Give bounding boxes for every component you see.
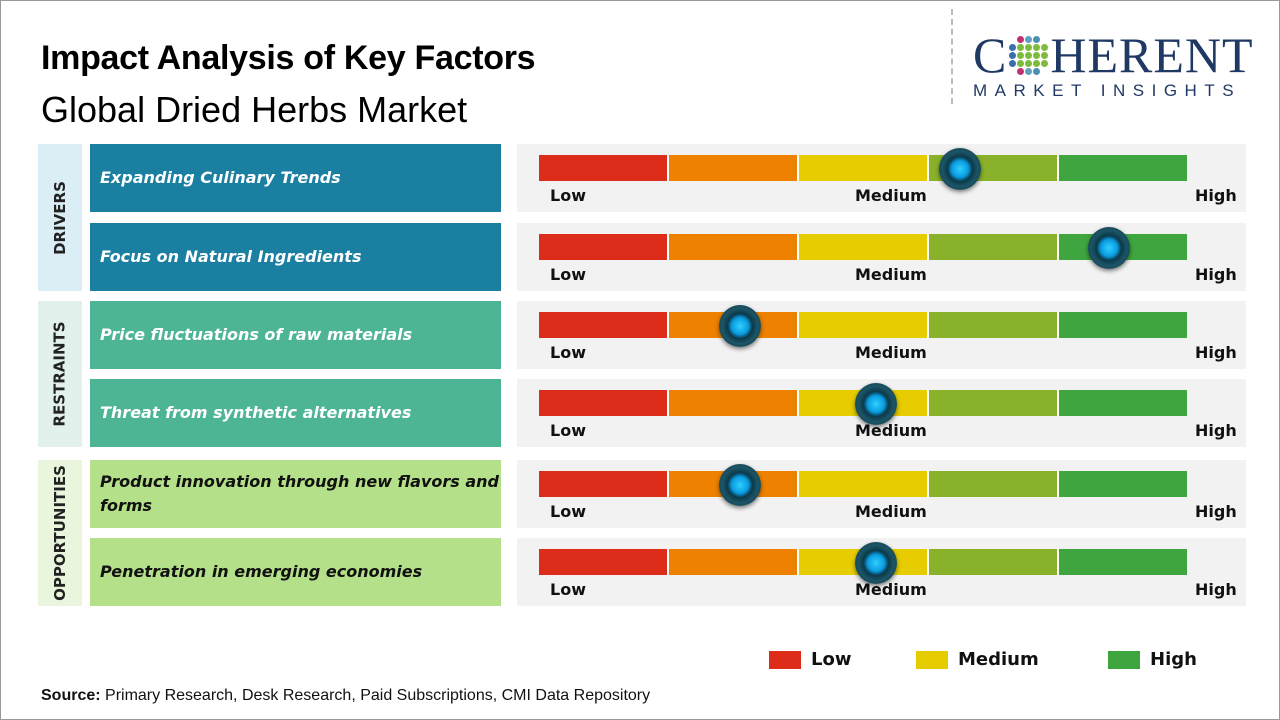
category-label-restraints: RESTRAINTS	[38, 301, 82, 447]
impact-gauge: Low Medium High	[517, 538, 1246, 606]
impact-level-marker	[718, 305, 761, 347]
gauge-segment	[669, 155, 799, 181]
gauge-bar	[539, 390, 1187, 416]
impact-gauge: Low Medium High	[517, 379, 1246, 447]
high-label: High	[1195, 265, 1237, 284]
legend-swatch	[916, 650, 948, 669]
impact-gauge: Low Medium High	[517, 144, 1246, 212]
gauge-segment	[799, 155, 929, 181]
medium-label: Medium	[855, 421, 927, 440]
impact-level-marker	[718, 464, 761, 506]
high-label: High	[1195, 343, 1237, 362]
factor-label: Price fluctuations of raw materials	[90, 301, 501, 369]
medium-label: Medium	[855, 186, 927, 205]
gauge-segment	[539, 155, 669, 181]
company-logo: C HERENT MARKET INSIGHTS	[951, 9, 1271, 104]
gauge-segment	[669, 549, 799, 575]
factor-label: Penetration in emerging economies	[90, 538, 501, 606]
legend-item: High	[1108, 649, 1197, 670]
low-label: Low	[550, 580, 586, 599]
gauge-bar	[539, 471, 1187, 497]
low-label: Low	[550, 265, 586, 284]
medium-label: Medium	[855, 343, 927, 362]
gauge-segment	[799, 471, 929, 497]
gauge-segment	[1059, 471, 1187, 497]
gauge-segment	[1059, 155, 1187, 181]
impact-level-marker	[939, 148, 982, 190]
impact-level-marker	[854, 383, 897, 425]
category-label-opportunities: OPPORTUNITIES	[38, 460, 82, 606]
gauge-segment	[929, 390, 1059, 416]
page-subtitle: Global Dried Herbs Market	[41, 89, 468, 130]
legend-swatch	[769, 650, 801, 669]
gauge-segment	[929, 549, 1059, 575]
factor-label: Product innovation through new flavors a…	[90, 460, 501, 528]
factor-label: Expanding Culinary Trends	[90, 144, 501, 212]
impact-gauge: Low Medium High	[517, 460, 1246, 528]
gauge-bar	[539, 312, 1187, 338]
gauge-segment	[669, 234, 799, 260]
source-note: Source: Primary Research, Desk Research,…	[41, 687, 651, 704]
factor-label: Threat from synthetic alternatives	[90, 379, 501, 447]
gauge-segment	[539, 312, 669, 338]
high-label: High	[1195, 580, 1237, 599]
impact-gauge: Low Medium High	[517, 223, 1246, 291]
impact-gauge: Low Medium High	[517, 301, 1246, 369]
medium-label: Medium	[855, 580, 927, 599]
gauge-segment	[929, 234, 1059, 260]
globe-icon	[1009, 35, 1049, 75]
low-label: Low	[550, 343, 586, 362]
medium-label: Medium	[855, 502, 927, 521]
legend-swatch	[1108, 650, 1140, 669]
gauge-segment	[1059, 312, 1187, 338]
gauge-segment	[929, 471, 1059, 497]
low-label: Low	[550, 502, 586, 521]
page-title: Impact Analysis of Key Factors	[41, 39, 536, 77]
factor-label: Focus on Natural Ingredients	[90, 223, 501, 291]
medium-label: Medium	[855, 265, 927, 284]
legend-item: Medium	[916, 649, 1039, 670]
legend-item: Low	[769, 649, 851, 670]
gauge-segment	[799, 312, 929, 338]
gauge-segment	[1059, 549, 1187, 575]
gauge-bar	[539, 234, 1187, 260]
impact-level-marker	[1088, 227, 1131, 269]
gauge-segment	[539, 390, 669, 416]
gauge-bar	[539, 155, 1187, 181]
low-label: Low	[550, 186, 586, 205]
gauge-segment	[669, 390, 799, 416]
high-label: High	[1195, 421, 1237, 440]
gauge-segment	[799, 234, 929, 260]
low-label: Low	[550, 421, 586, 440]
gauge-segment	[539, 549, 669, 575]
gauge-segment	[929, 312, 1059, 338]
impact-level-marker	[854, 542, 897, 584]
high-label: High	[1195, 502, 1237, 521]
category-label-drivers: DRIVERS	[38, 144, 82, 291]
gauge-segment	[539, 471, 669, 497]
gauge-segment	[1059, 390, 1187, 416]
gauge-segment	[539, 234, 669, 260]
high-label: High	[1195, 186, 1237, 205]
